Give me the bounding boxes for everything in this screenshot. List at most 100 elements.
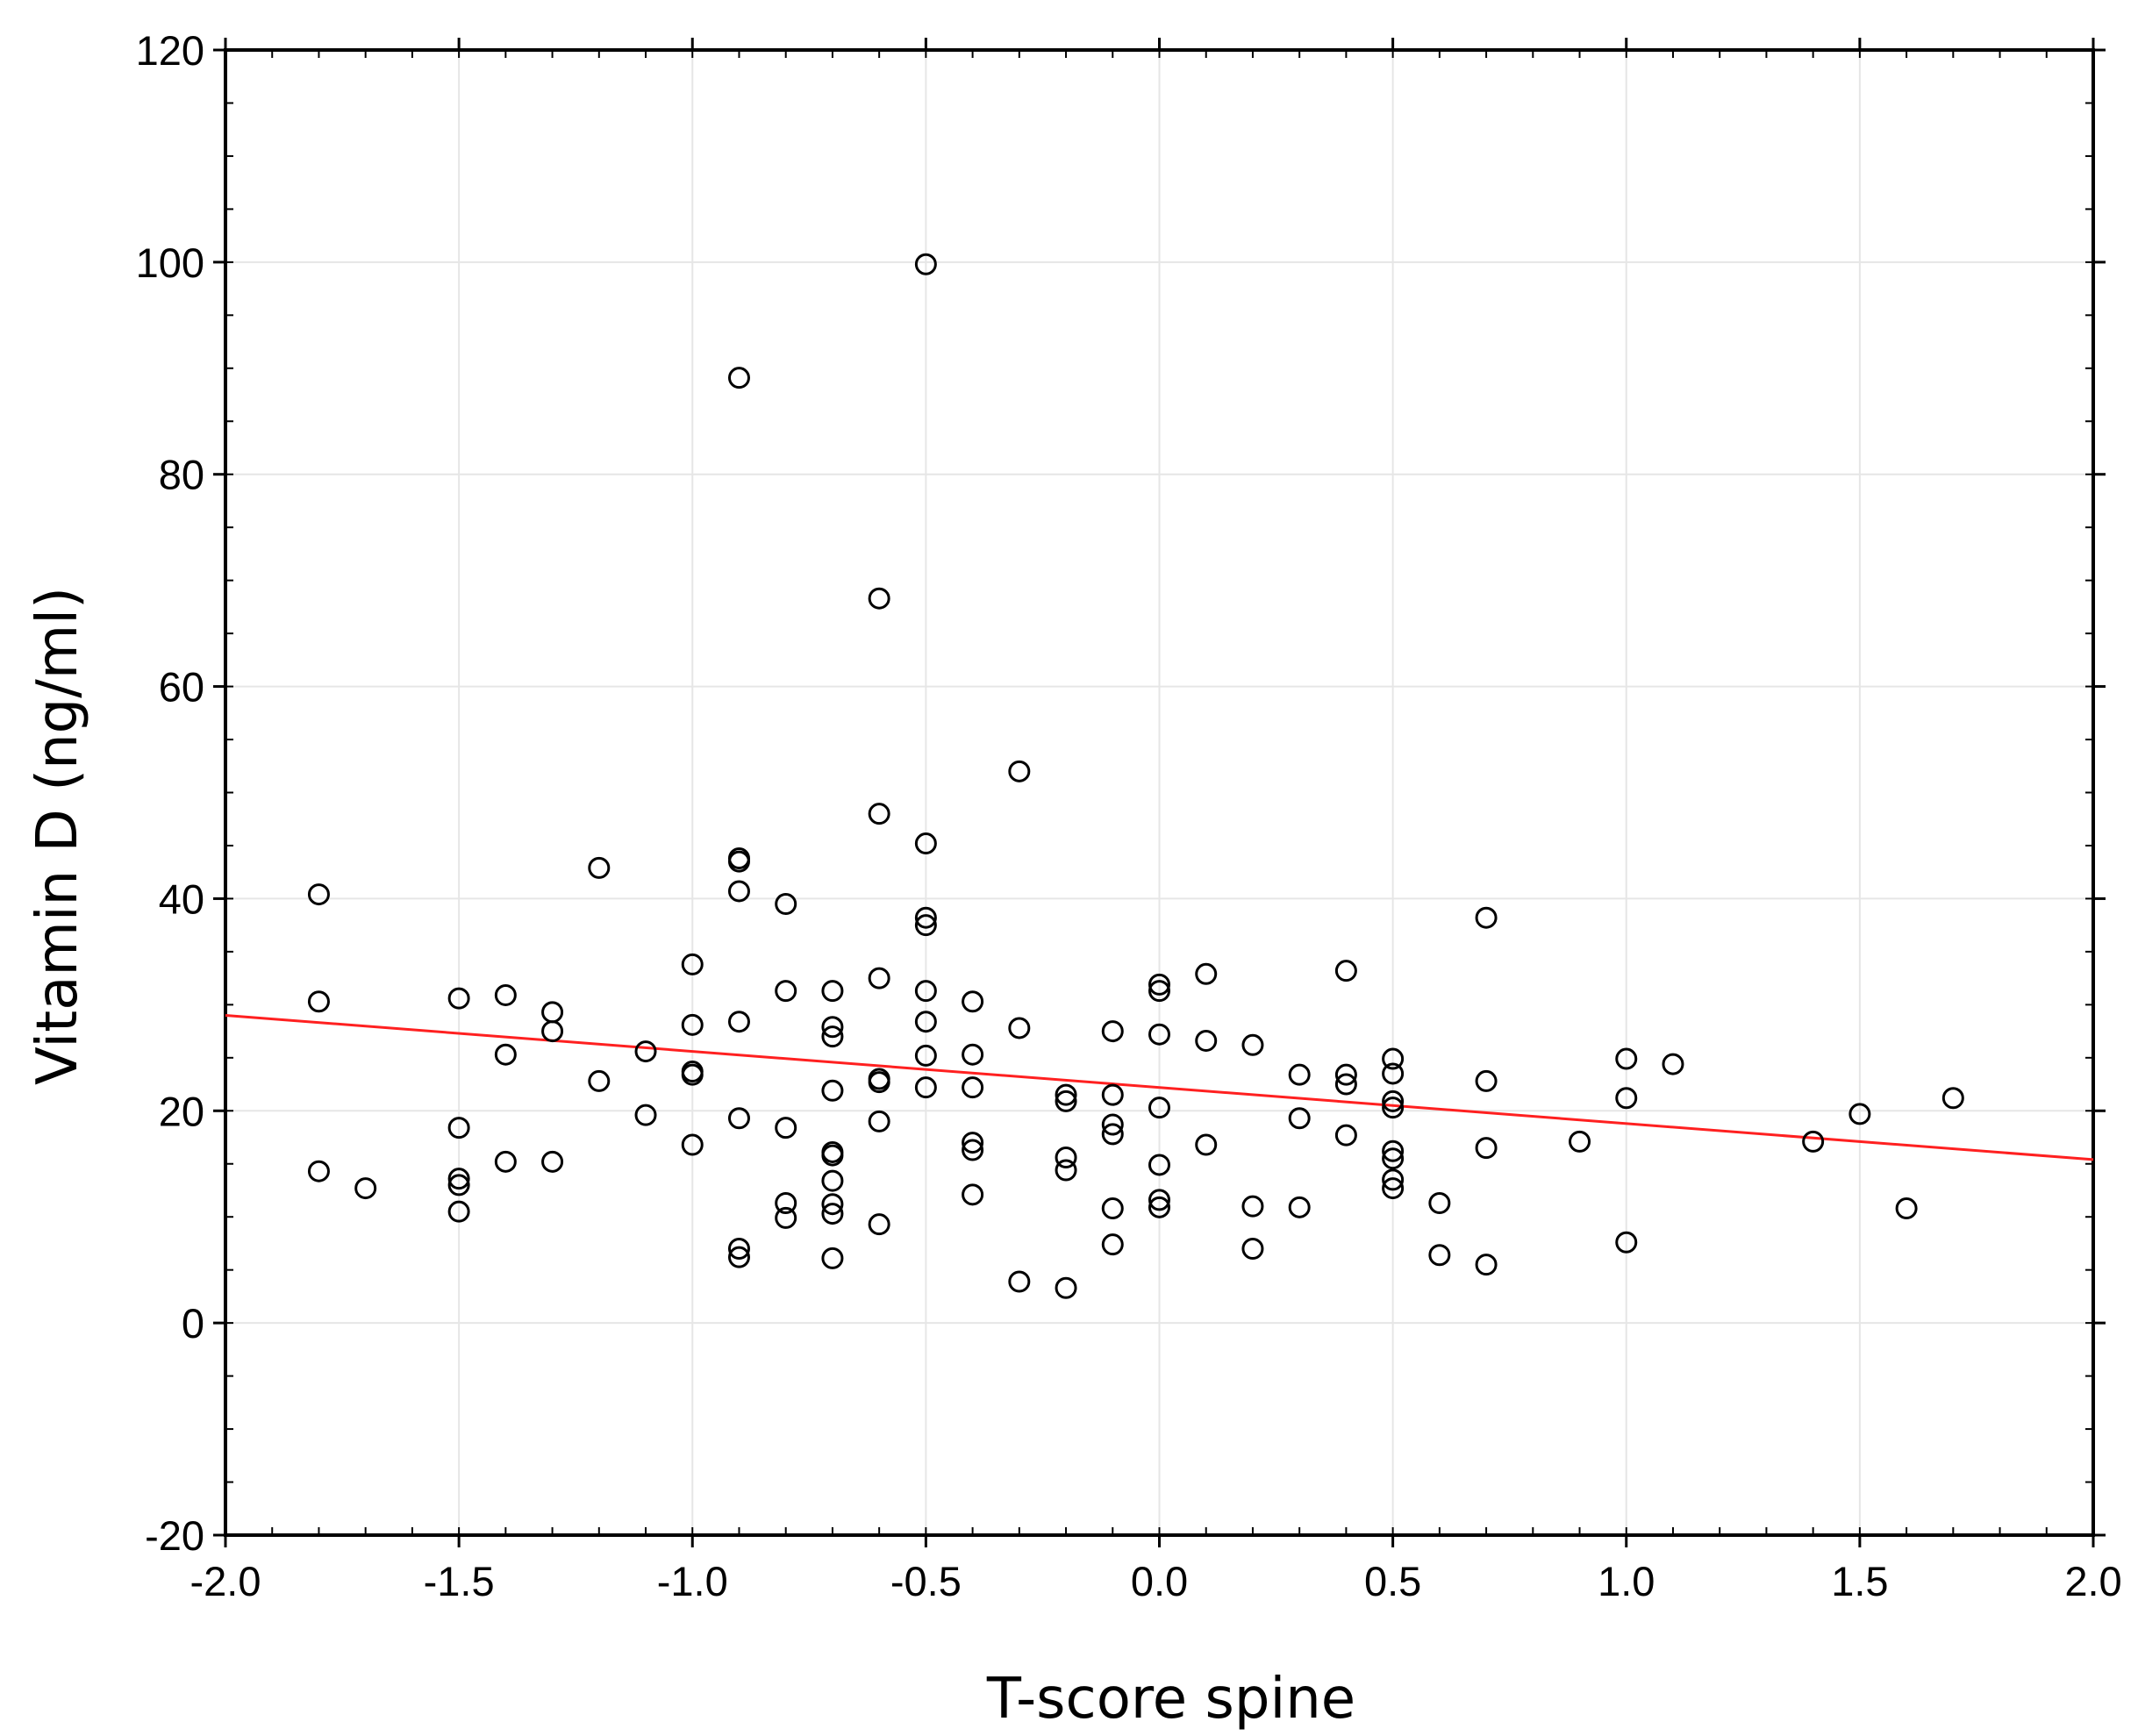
data-point (962, 990, 984, 1013)
data-point (447, 1200, 470, 1223)
data-point (727, 850, 750, 873)
y-tick-label: 20 (159, 1088, 204, 1134)
data-point (1428, 1191, 1451, 1214)
data-point (821, 1169, 844, 1192)
data-point (962, 1076, 984, 1099)
y-tick-label: -20 (145, 1512, 204, 1559)
data-point (541, 1020, 564, 1043)
data-point (1941, 1087, 1964, 1110)
data-point (775, 1191, 797, 1214)
x-tick-label: 2.0 (2064, 1558, 2121, 1604)
data-point (1148, 1189, 1170, 1211)
y-tick-label: 100 (136, 239, 204, 286)
data-point (1382, 1147, 1405, 1170)
data-point (868, 1213, 890, 1236)
data-point (914, 1011, 937, 1033)
data-point (821, 1079, 844, 1102)
y-tick-label: 60 (159, 664, 204, 711)
data-point (1008, 1017, 1031, 1039)
data-point (1615, 1231, 1638, 1254)
data-point (1055, 1083, 1077, 1106)
data-point (1382, 1177, 1405, 1200)
data-point (681, 1133, 704, 1156)
data-point (1288, 1196, 1311, 1218)
x-tick-label: -1.5 (424, 1558, 495, 1604)
data-point (1241, 1195, 1264, 1218)
data-point (914, 1044, 937, 1067)
data-point (962, 1132, 984, 1154)
regression-line-group (225, 1013, 2094, 1161)
x-axis-title: T-score spine (986, 1667, 1355, 1732)
data-point (1148, 980, 1170, 1003)
data-point (1101, 1113, 1124, 1136)
data-point (727, 1237, 750, 1260)
x-tick-label: -0.5 (890, 1558, 962, 1604)
data-point (1382, 1047, 1405, 1070)
data-point (1101, 1197, 1124, 1220)
data-point (307, 1160, 330, 1182)
data-point (1475, 1069, 1498, 1092)
data-point (1148, 1023, 1170, 1046)
gridlines (225, 50, 2093, 1535)
data-point (727, 1246, 750, 1268)
data-point (307, 883, 330, 906)
data-point (914, 906, 937, 929)
data-point (541, 1150, 564, 1173)
data-point (447, 987, 470, 1010)
x-tick-label: 1.5 (1831, 1558, 1888, 1604)
data-point (494, 1043, 517, 1066)
x-tick-label: -2.0 (190, 1558, 261, 1604)
data-point (1101, 1233, 1124, 1256)
data-point (1848, 1103, 1871, 1125)
x-tick-label: 1.0 (1598, 1558, 1655, 1604)
axis-ticks (213, 38, 2106, 1547)
data-point (1241, 1033, 1264, 1056)
data-point (775, 1117, 797, 1139)
data-point (821, 1016, 844, 1039)
data-point (447, 1168, 470, 1190)
data-point (1802, 1130, 1825, 1153)
data-point (1055, 1159, 1077, 1182)
data-point (1382, 1097, 1405, 1119)
data-point (1101, 1123, 1124, 1146)
data-point (447, 1117, 470, 1139)
data-point (588, 856, 611, 879)
data-point (868, 1071, 890, 1094)
x-tick-label: 0.5 (1364, 1558, 1421, 1604)
data-point (868, 587, 890, 610)
data-point (1055, 1146, 1077, 1168)
data-point (1382, 1089, 1405, 1112)
data-point (821, 1247, 844, 1269)
data-point (681, 953, 704, 975)
data-point (634, 1040, 657, 1063)
data-point (868, 803, 890, 825)
data-point (1288, 1063, 1311, 1086)
data-point (494, 983, 517, 1006)
data-point (727, 1011, 750, 1033)
data-point (962, 1139, 984, 1161)
data-point (914, 1076, 937, 1099)
data-point (307, 990, 330, 1013)
data-point (727, 880, 750, 903)
data-point (1475, 1254, 1498, 1276)
data-points (307, 253, 1964, 1299)
x-tick-label: -1.0 (657, 1558, 728, 1604)
y-tick-label: 40 (159, 875, 204, 922)
data-point (821, 1203, 844, 1225)
y-tick-label: 0 (182, 1300, 204, 1347)
data-point (962, 1183, 984, 1206)
data-point (868, 967, 890, 989)
data-point (1148, 973, 1170, 996)
data-point (962, 1043, 984, 1066)
data-point (354, 1177, 377, 1200)
y-axis-tick-labels: -20 0 20 40 60 80 100 120 (136, 27, 204, 1559)
data-point (681, 1013, 704, 1036)
y-tick-label: 120 (136, 27, 204, 74)
data-point (1475, 1137, 1498, 1160)
data-point (1195, 1133, 1218, 1156)
data-point (1662, 1053, 1684, 1075)
data-point (1008, 1270, 1031, 1293)
data-point (821, 980, 844, 1003)
data-point (1895, 1197, 1918, 1220)
data-point (1195, 1029, 1218, 1052)
